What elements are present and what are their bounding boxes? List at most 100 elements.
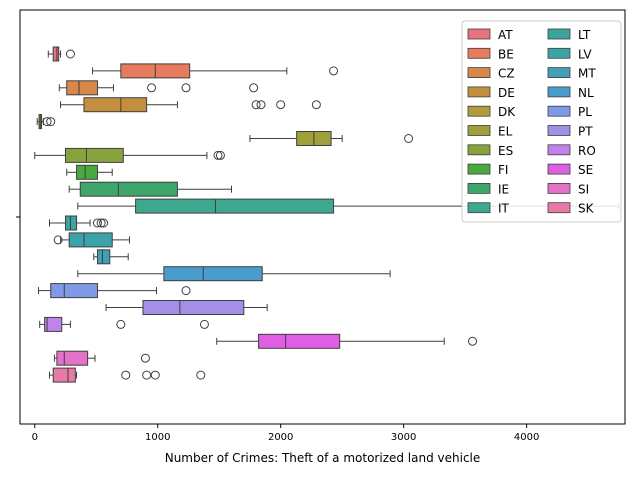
box-iqr [76, 164, 98, 180]
outlier-point [140, 353, 150, 363]
legend-swatch [467, 105, 491, 117]
legend-item-cz: CZ [467, 67, 515, 81]
outlier-point [404, 134, 414, 143]
x-tick-label: 2000 [268, 432, 293, 443]
box-iqr [163, 266, 263, 282]
outlier-point [42, 117, 52, 127]
box-pl [37, 283, 191, 299]
legend-swatch [467, 202, 491, 214]
outlier-point [249, 83, 259, 93]
legend-item-ro: RO [547, 144, 596, 158]
legend-swatch [547, 105, 571, 117]
legend-label: DK [498, 105, 516, 119]
x-tick-label: 0 [32, 432, 38, 443]
box-iqr [79, 181, 178, 197]
box-lt [49, 215, 109, 231]
legend-swatch [467, 182, 491, 194]
x-tick-label: 3000 [391, 432, 416, 443]
legend-item-lt: LT [547, 28, 591, 42]
legend-label: PT [578, 125, 593, 139]
plot-area [34, 46, 620, 383]
legend-item-mt: MT [547, 67, 596, 81]
box-iqr [56, 350, 89, 366]
legend-swatch [547, 86, 571, 98]
outlier-point [150, 370, 160, 380]
box-iqr [83, 97, 148, 113]
legend-swatch [467, 125, 491, 136]
outlier-point [96, 218, 106, 228]
box-de [60, 97, 321, 113]
box-iqr [50, 283, 98, 299]
box-cz [58, 80, 259, 96]
legend-label: EL [498, 125, 513, 139]
box-iqr [135, 198, 335, 214]
x-axis-title: Number of Crimes: Theft of a motorized l… [165, 451, 481, 465]
legend-swatch [467, 28, 491, 40]
box-at [47, 46, 75, 62]
legend-item-dk: DK [467, 105, 516, 119]
legend-item-lv: LV [547, 47, 592, 61]
legend-label: IT [498, 202, 510, 216]
legend-label: SK [578, 202, 595, 216]
outlier-point [213, 150, 223, 160]
outlier-point [329, 66, 339, 76]
legend-item-fi: FI [467, 163, 508, 177]
legend-item-el: EL [467, 125, 513, 139]
legend-label: PL [578, 105, 592, 119]
outlier-point [92, 218, 102, 228]
legend-swatch [547, 125, 571, 136]
box-es [34, 147, 225, 163]
outlier-point [46, 117, 56, 127]
box-sk [49, 367, 206, 383]
legend-label: RO [578, 144, 596, 158]
legend-swatch [547, 202, 571, 214]
legend-swatch [467, 163, 491, 175]
outlier-point [65, 49, 75, 59]
outlier-point [142, 370, 152, 380]
outlier-point [181, 286, 191, 296]
box-si [53, 350, 150, 366]
outlier-point [256, 100, 266, 110]
box-pt [105, 300, 268, 315]
legend-box [461, 20, 622, 223]
legend-label: LT [578, 28, 591, 42]
outlier-point [196, 370, 206, 380]
legend-swatch [547, 144, 571, 156]
legend-label: NL [578, 86, 594, 100]
outlier-point [53, 235, 63, 245]
box-iqr [142, 300, 245, 315]
box-nl [77, 266, 391, 282]
legend-item-ie: IE [467, 182, 509, 196]
legend-swatch [547, 67, 571, 78]
x-tick-label: 1000 [145, 432, 170, 443]
legend-item-de: DE [467, 86, 515, 100]
outlier-point [276, 100, 286, 110]
legend-label: LV [578, 47, 592, 61]
legend-swatch [467, 86, 491, 98]
box-iqr [96, 249, 111, 265]
legend-item-se: SE [547, 163, 593, 177]
legend-item-es: ES [467, 144, 513, 158]
legend-label: AT [498, 28, 513, 42]
box-iqr [68, 232, 113, 248]
box-fi [66, 164, 113, 180]
box-iqr [258, 333, 341, 349]
box-ie [68, 181, 233, 197]
legend-label: IE [498, 182, 509, 196]
outlier-point [199, 319, 209, 329]
box-iqr [44, 316, 63, 332]
box-ro [39, 316, 209, 332]
legend-swatch [467, 144, 491, 156]
box-dk [36, 114, 56, 130]
legend-swatch [547, 163, 571, 175]
box-iqr [52, 46, 60, 62]
box-iqr [52, 367, 76, 383]
legend-item-sk: SK [547, 202, 595, 216]
legend-swatch [467, 67, 491, 78]
outlier-point [121, 370, 131, 380]
legend-label: CZ [498, 67, 515, 81]
outlier-point [215, 150, 225, 160]
axes: 0 1000 2000 3000 4000 [16, 9, 626, 443]
box-iqr [66, 80, 98, 96]
